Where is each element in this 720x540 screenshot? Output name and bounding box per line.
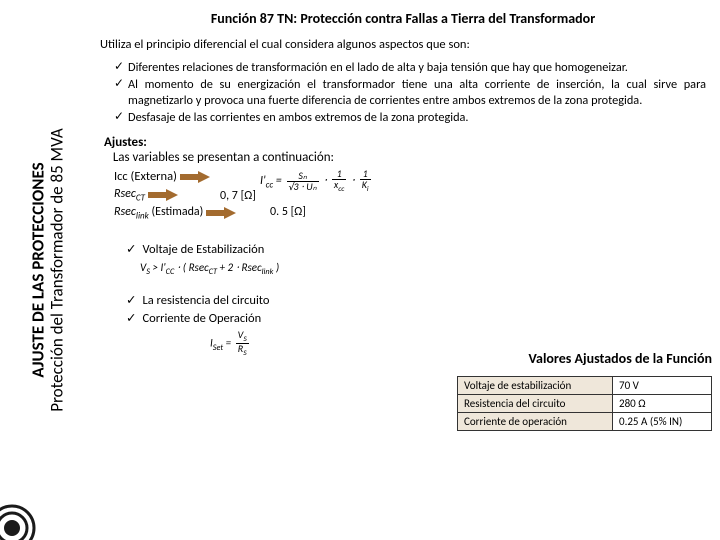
eq-lhs-sub: cc (266, 180, 273, 191)
aspect-item: Desfasaje de las corrientes en ambos ext… (114, 110, 706, 125)
aspect-item: Diferentes relaciones de transformación … (114, 60, 706, 75)
vs-formula: VS > I'CC ⋅ ( RsecCT + 2 ⋅ Rseclink ) (100, 261, 706, 277)
icc-equation: I'cc = Sₙ√3 ⋅ Uₙ ⋅ 1xcc ⋅ 1Ki (260, 169, 373, 194)
function-title: Función 87 TN: Protección contra Fallas … (100, 10, 706, 27)
intro-text: Utiliza el principio diferencial el cual… (100, 37, 706, 52)
rsec-ct-row: RsecCT (114, 187, 178, 203)
arrow-icon (180, 171, 210, 183)
table-row: Corriente de operación0.25 A (5% IN) (458, 413, 712, 431)
estimada: (Estimada) (152, 205, 204, 219)
icc-row: Icc (Externa) (114, 169, 210, 184)
mul-1: ⋅ (323, 175, 330, 189)
eq-eq: = (273, 175, 284, 189)
arrow-icon (148, 189, 178, 201)
frac-2: 1xcc (332, 169, 347, 194)
rsec-link-row: Rseclink (Estimada) (114, 205, 236, 221)
aspect-list: Diferentes relaciones de transformación … (100, 60, 706, 125)
operation-current-label: Corriente de Operación (100, 310, 706, 326)
rotated-sidebar: AJUSTE DE LAS PROTECCIONES Protección de… (0, 0, 95, 540)
rotated-line-1: AJUSTE DE LAS PROTECCIONES (29, 128, 48, 412)
adjusted-values-title: Valores Ajustados de la Función (529, 350, 712, 367)
table-row: Resistencia del circuito280 Ω (458, 395, 712, 413)
arrow-icon (206, 207, 236, 219)
equation-area: Icc (Externa) I'cc = Sₙ√3 ⋅ Uₙ ⋅ 1xcc ⋅ … (100, 169, 706, 239)
res-op-block: La resistencia del circuito Corriente de… (100, 292, 706, 358)
adjusted-values-table: Voltaje de estabilización70 V Resistenci… (457, 376, 712, 431)
main-content: Función 87 TN: Protección contra Fallas … (100, 10, 706, 534)
resistance-label: La resistencia del circuito (100, 292, 706, 308)
ajustes-bold: Ajustes: (104, 135, 147, 150)
rotated-line-2: Protección del Transformador de 85 MVA (48, 128, 67, 412)
aspect-item: Al momento de su energización el transfo… (114, 77, 706, 108)
corner-bullseye-icon (0, 498, 42, 540)
icc-label: Icc (Externa) (114, 169, 177, 184)
rsec-link: Rsec (114, 205, 136, 219)
rotated-title-block: AJUSTE DE LAS PROTECCIONES Protección de… (29, 128, 66, 412)
voltage-label: Voltaje de Estabilización (100, 241, 706, 257)
rsec-ct: Rsec (114, 187, 136, 201)
lower-block: Voltaje de Estabilización VS > I'CC ⋅ ( … (100, 241, 706, 357)
frac-3: 1Ki (360, 169, 371, 194)
frac-1: Sₙ√3 ⋅ Uₙ (287, 171, 319, 192)
value-07: 0, 7 [Ω] (220, 189, 256, 203)
ajustes-header: Ajustes: Las variables se presentan a co… (100, 135, 706, 165)
ajustes-rest: Las variables se presentan a continuació… (113, 150, 334, 165)
mul-2: ⋅ (351, 175, 358, 189)
table-row: Voltaje de estabilización70 V (458, 377, 712, 395)
value-05: 0. 5 [Ω] (270, 205, 306, 219)
